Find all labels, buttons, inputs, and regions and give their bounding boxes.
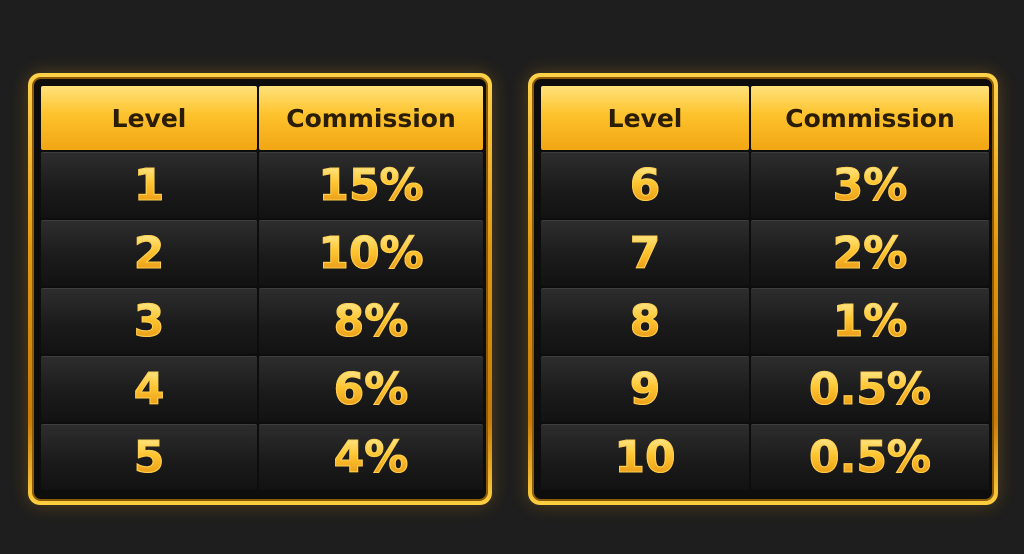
commission-table: Level Commission 1 15% 2 10% 3 8% 4 6% 5 4% <box>28 73 492 505</box>
commission-cell: 3% <box>751 152 989 218</box>
commission-cell: 8% <box>259 288 483 354</box>
table-grid: Level Commission 1 15% 2 10% 3 8% 4 6% 5 4% <box>32 77 488 501</box>
cell-text: 8 <box>629 295 661 347</box>
cell-text: 0.5% <box>808 363 932 415</box>
header-cell: Level <box>41 86 257 150</box>
commission-cell: 1% <box>751 288 989 354</box>
level-cell: 5 <box>41 424 257 490</box>
cell-text: 2% <box>832 227 908 279</box>
cell-text: 0.5% <box>808 431 932 483</box>
cell-text: 6 <box>629 159 661 211</box>
commission-table: Level Commission 6 3% 7 2% 8 1% 9 0.5% 10 0.5% <box>528 73 998 505</box>
cell-text: 8% <box>333 295 409 347</box>
cell-text: 2 <box>133 227 165 279</box>
cell-text: 5 <box>133 431 165 483</box>
level-cell: 1 <box>41 152 257 218</box>
level-cell: 7 <box>541 220 749 286</box>
level-cell: 3 <box>41 288 257 354</box>
cell-text: 1% <box>832 295 908 347</box>
commission-cell: 10% <box>259 220 483 286</box>
cell-text: 9 <box>629 363 661 415</box>
level-cell: 10 <box>541 424 749 490</box>
cell-text: 4 <box>133 363 165 415</box>
header-cell: Commission <box>259 86 483 150</box>
commission-cell: 2% <box>751 220 989 286</box>
level-cell: 6 <box>541 152 749 218</box>
cell-text: 10% <box>318 227 424 279</box>
cell-text: 3 <box>133 295 165 347</box>
cell-text: 4% <box>333 431 409 483</box>
level-cell: 2 <box>41 220 257 286</box>
table-grid: Level Commission 6 3% 7 2% 8 1% 9 0.5% 10 0.5% <box>532 77 994 501</box>
header-cell: Commission <box>751 86 989 150</box>
commission-cell: 4% <box>259 424 483 490</box>
level-cell: 9 <box>541 356 749 422</box>
header-cell: Level <box>541 86 749 150</box>
commission-cell: 6% <box>259 356 483 422</box>
commission-cell: 0.5% <box>751 424 989 490</box>
level-cell: 4 <box>41 356 257 422</box>
cell-text: 3% <box>832 159 908 211</box>
cell-text: 7 <box>629 227 661 279</box>
cell-text: 15% <box>318 159 424 211</box>
cell-text: 10 <box>614 431 676 483</box>
cell-text: 1 <box>133 159 165 211</box>
commission-cell: 15% <box>259 152 483 218</box>
cell-text: 6% <box>333 363 409 415</box>
level-cell: 8 <box>541 288 749 354</box>
commission-cell: 0.5% <box>751 356 989 422</box>
